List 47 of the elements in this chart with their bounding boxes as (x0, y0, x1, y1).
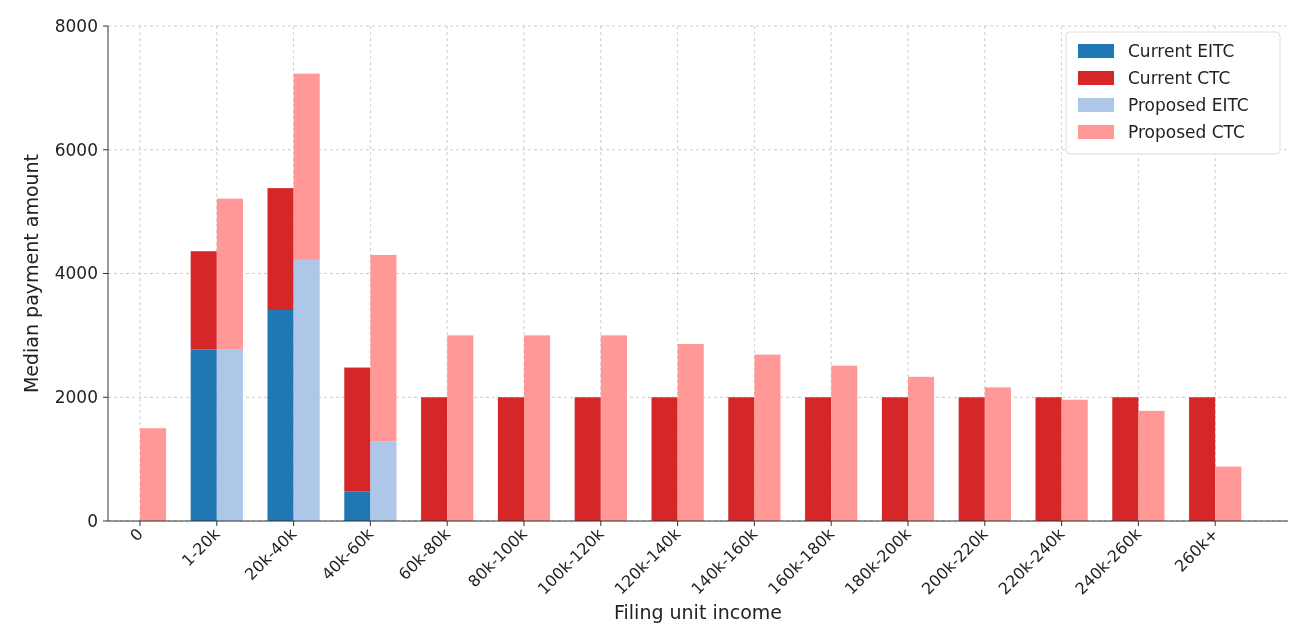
x-tick-label: 0 (126, 524, 147, 546)
bar (958, 397, 985, 521)
bar (1215, 466, 1242, 521)
bar (677, 344, 704, 521)
bar (293, 73, 320, 260)
bar (600, 335, 627, 521)
bar (1061, 399, 1088, 521)
y-tick-label: 2000 (54, 387, 98, 408)
bar (728, 397, 755, 521)
legend-label: Current CTC (1128, 67, 1231, 88)
bar (267, 188, 294, 311)
bar (754, 354, 781, 521)
bar (651, 397, 678, 521)
bar (190, 349, 217, 521)
y-tick-label: 4000 (54, 263, 98, 284)
bar (574, 397, 601, 521)
y-tick-label: 0 (87, 510, 98, 531)
bar (1138, 410, 1165, 521)
legend-label: Proposed EITC (1128, 94, 1249, 115)
bar (447, 335, 474, 521)
y-tick-label: 8000 (54, 15, 98, 36)
bar (421, 397, 448, 521)
bar (140, 428, 167, 521)
bar (805, 397, 832, 521)
y-tick-label: 6000 (54, 139, 98, 160)
legend-label: Proposed CTC (1128, 121, 1245, 142)
bar (370, 441, 397, 521)
bar (370, 254, 397, 442)
bar (344, 367, 371, 492)
x-axis-title: Filing unit income (614, 601, 782, 623)
bar (881, 397, 908, 521)
bar (831, 365, 858, 521)
bar (293, 259, 320, 521)
bar (524, 335, 551, 521)
bar (190, 251, 217, 350)
y-axis-title: Median payment amount (20, 153, 42, 394)
bar (267, 310, 294, 521)
bar (216, 349, 243, 521)
bar (216, 198, 243, 350)
bar (497, 397, 524, 521)
bar (1189, 397, 1216, 521)
bar (1112, 397, 1139, 521)
bar (1035, 397, 1062, 521)
legend-label: Current EITC (1128, 40, 1235, 61)
bar (984, 387, 1011, 521)
bar (908, 376, 935, 521)
bar (344, 491, 371, 521)
